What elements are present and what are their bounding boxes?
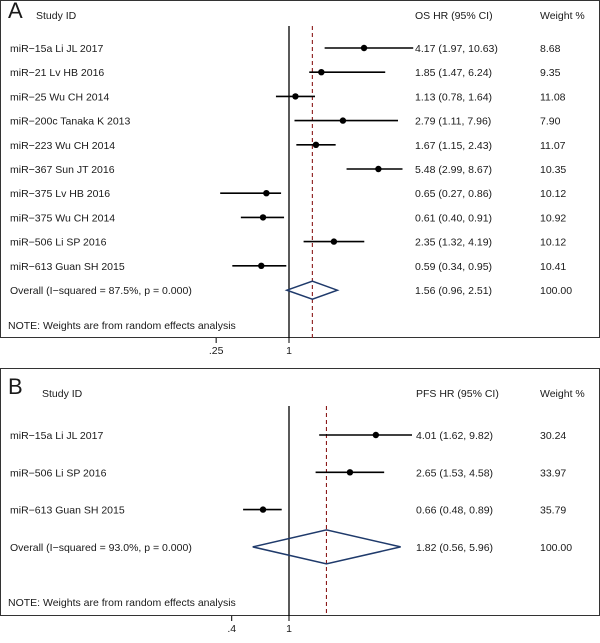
ci-text: 2.79 (1.11, 7.96)	[415, 116, 491, 128]
weight-text: 35.79	[540, 505, 566, 517]
ci-text: 1.67 (1.15, 2.43)	[415, 140, 492, 152]
point-estimate	[318, 69, 325, 76]
weight-text: 10.12	[540, 237, 566, 249]
point-estimate	[259, 214, 267, 221]
point-estimate	[372, 431, 380, 439]
forest-plot-panel-a: A Study ID OS HR (95% CI) Weight % NOTE:…	[0, 0, 600, 357]
overall-diamond	[284, 280, 340, 300]
ci-text: 1.85 (1.47, 6.24)	[415, 67, 492, 79]
x-tick-label: 1	[286, 345, 292, 357]
forest-plot-panel-b: B Study ID PFS HR (95% CI) Weight % NOTE…	[0, 368, 600, 643]
x-tick-label: .4	[227, 623, 236, 635]
panel-a-plot: miR−15a Li JL 2017 4.17 (1.97, 10.63) 8.68…	[10, 26, 572, 357]
panel-a-header-effect: OS HR (95% CI)	[415, 10, 493, 22]
overall-label: Overall (I−squared = 93.0%, p = 0.000)	[10, 542, 192, 554]
x-tick-label: .25	[209, 345, 224, 357]
weight-text: 10.35	[540, 164, 566, 176]
point-estimate	[360, 44, 368, 52]
point-estimate	[312, 141, 320, 148]
panel-a-header-study: Study ID	[36, 10, 77, 22]
panel-b-note: NOTE: Weights are from random effects an…	[8, 597, 236, 609]
point-estimate	[339, 117, 347, 124]
study-label: miR−200c Tanaka K 2013	[10, 116, 131, 128]
panel-b-plot: miR−15a Li JL 2017 4.01 (1.62, 9.82) 30.24…	[10, 406, 572, 635]
study-label: miR−367 Sun JT 2016	[10, 164, 115, 176]
weight-text: 9.35	[540, 67, 561, 79]
ci-text: 0.65 (0.27, 0.86)	[415, 188, 492, 200]
ci-text: 2.65 (1.53, 4.58)	[416, 467, 493, 479]
panel-b-header-effect: PFS HR (95% CI)	[416, 388, 499, 400]
ci-text: 4.01 (1.62, 9.82)	[416, 430, 493, 442]
study-label: miR−613 Guan SH 2015	[10, 261, 125, 273]
panel-b-letter: B	[8, 374, 23, 399]
weight-text: 30.24	[540, 430, 566, 442]
weight-text: 10.41	[540, 261, 566, 273]
weight-text: 7.90	[540, 116, 561, 128]
point-estimate	[263, 190, 270, 197]
weight-text: 10.12	[540, 188, 566, 200]
ci-text: 0.61 (0.40, 0.91)	[415, 212, 492, 224]
point-estimate	[292, 93, 299, 100]
overall-weight-text: 100.00	[540, 285, 572, 297]
overall-diamond	[252, 529, 401, 565]
ci-text: 2.35 (1.32, 4.19)	[415, 237, 492, 249]
ci-text: 4.17 (1.97, 10.63)	[415, 43, 498, 55]
panel-a-letter: A	[8, 0, 23, 23]
study-label: miR−506 Li SP 2016	[10, 467, 107, 479]
point-estimate	[330, 238, 338, 245]
point-estimate	[259, 506, 267, 513]
point-estimate	[258, 262, 265, 269]
study-label: miR−15a Li JL 2017	[10, 430, 103, 442]
study-label: miR−25 Wu CH 2014	[10, 91, 109, 103]
ci-text: 0.66 (0.48, 0.89)	[416, 505, 493, 517]
point-estimate	[375, 165, 382, 173]
ci-text: 0.59 (0.34, 0.95)	[415, 261, 492, 273]
study-label: miR−21 Lv HB 2016	[10, 67, 104, 79]
panel-a-header-weight: Weight %	[540, 10, 585, 22]
overall-label: Overall (I−squared = 87.5%, p = 0.000)	[10, 285, 192, 297]
study-label: miR−506 Li SP 2016	[10, 237, 107, 249]
point-estimate	[346, 469, 354, 476]
weight-text: 11.08	[540, 91, 566, 103]
ci-text: 5.48 (2.99, 8.67)	[415, 164, 492, 176]
overall-ci-text: 1.56 (0.96, 2.51)	[415, 285, 492, 297]
panel-b-header-study: Study ID	[42, 388, 83, 400]
panel-a-note: NOTE: Weights are from random effects an…	[8, 320, 236, 332]
overall-weight-text: 100.00	[540, 542, 572, 554]
weight-text: 33.97	[540, 467, 566, 479]
study-label: miR−375 Wu CH 2014	[10, 212, 115, 224]
weight-text: 10.92	[540, 212, 566, 224]
panel-b-header-weight: Weight %	[540, 388, 585, 400]
weight-text: 8.68	[540, 43, 561, 55]
ci-text: 1.13 (0.78, 1.64)	[415, 91, 492, 103]
study-label: miR−613 Guan SH 2015	[10, 505, 125, 517]
study-label: miR−15a Li JL 2017	[10, 43, 103, 55]
weight-text: 11.07	[540, 140, 566, 152]
study-label: miR−375 Lv HB 2016	[10, 188, 110, 200]
study-label: miR−223 Wu CH 2014	[10, 140, 115, 152]
overall-ci-text: 1.82 (0.56, 5.96)	[416, 542, 493, 554]
x-tick-label: 1	[286, 623, 292, 635]
